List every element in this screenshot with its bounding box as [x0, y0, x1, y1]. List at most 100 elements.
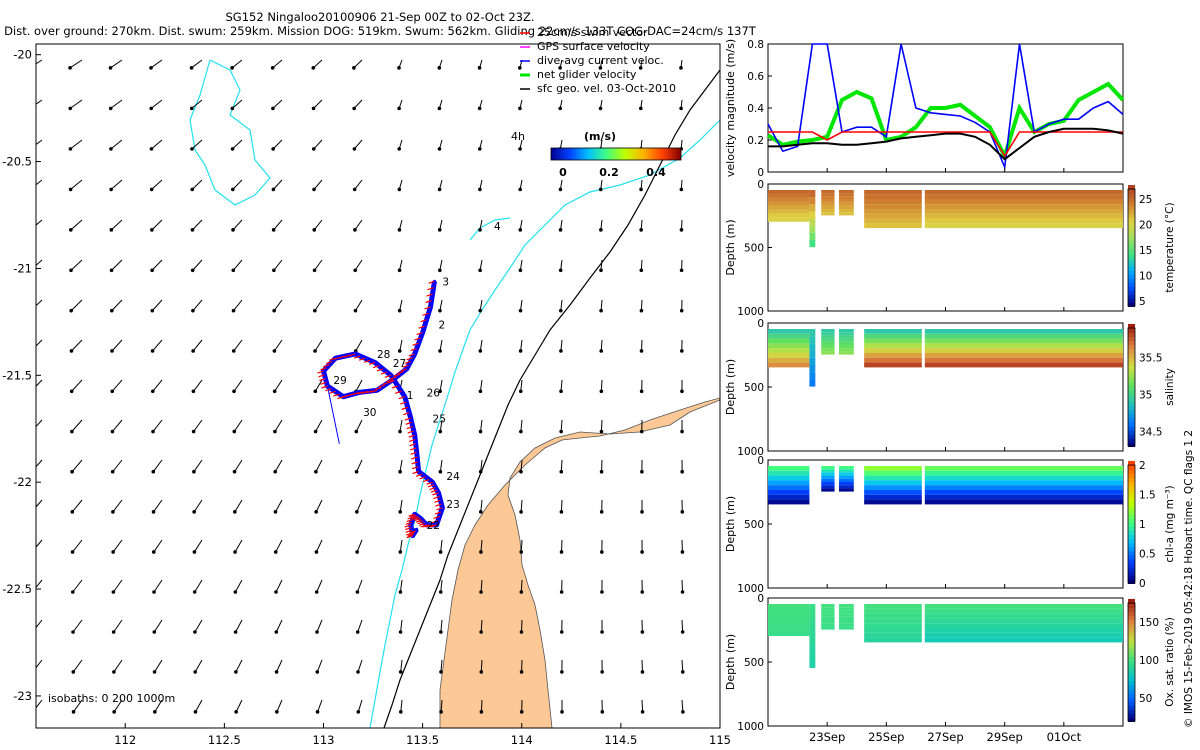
- arrow-shaft: [36, 379, 43, 387]
- arrow-head: [311, 106, 316, 111]
- arrow-head: [559, 590, 564, 594]
- arrow-shaft: [70, 139, 83, 150]
- arrow-head: [69, 389, 74, 394]
- panel-colorbar-cell: [1128, 293, 1135, 299]
- arrow-head: [273, 469, 277, 474]
- arrow-shaft: [315, 499, 323, 513]
- panel-colorbar-tick: 20: [1139, 220, 1152, 232]
- panel-xtick-label: 27Sep: [927, 730, 963, 744]
- panel-colorbar-cell: [1128, 655, 1135, 661]
- panel-colorbar-cell: [1128, 688, 1135, 694]
- swim-vector-tick: [429, 486, 436, 491]
- swim-vector-tick: [372, 365, 380, 369]
- panel-colorbar-cell: [1128, 611, 1135, 617]
- panel-colorbar-frame: [1127, 327, 1136, 447]
- arrow-shaft: [355, 339, 363, 352]
- geo-velocity-arrow: [111, 539, 123, 554]
- profile-cell: [821, 485, 835, 489]
- profile-cell: [768, 193, 810, 198]
- arrow-head: [560, 670, 564, 674]
- swim-vector-tick: [420, 524, 427, 528]
- track-day-label: 30: [363, 407, 376, 419]
- arrow-shaft: [440, 619, 443, 633]
- arrow-shaft: [153, 619, 163, 633]
- swim-vector-tick: [318, 374, 325, 378]
- geo-velocity-arrow: [640, 699, 645, 714]
- arrow-head: [680, 630, 685, 634]
- swim-vector-tick: [422, 478, 430, 483]
- arrow-shaft: [520, 499, 523, 512]
- arrow-shaft: [274, 419, 283, 432]
- profile-cell: [809, 232, 816, 241]
- arrow-head: [639, 308, 644, 313]
- geo-velocity-arrow: [478, 339, 483, 353]
- arrow-head: [519, 710, 524, 714]
- panel-colorbar-cell: [1128, 696, 1135, 702]
- geo-velocity-arrow: [398, 459, 403, 474]
- panel-colorbar-cell: [1128, 692, 1135, 698]
- arrow-head: [232, 429, 237, 434]
- geo-velocity-arrow: [518, 219, 523, 232]
- geo-velocity-arrow: [559, 579, 564, 594]
- profile-cell: [768, 490, 810, 495]
- arrow-head: [232, 389, 236, 394]
- arrow-head: [439, 670, 443, 674]
- arrow-head: [599, 510, 604, 514]
- swim-vector-tick: [412, 342, 419, 346]
- arrow-shaft: [313, 179, 323, 190]
- panel-colorbar-cell: [1128, 651, 1135, 657]
- swim-vector-tick: [321, 385, 328, 389]
- arrow-head: [110, 389, 115, 394]
- geo-velocity-arrow: [109, 259, 123, 273]
- arrow-head: [70, 469, 74, 474]
- arrow-head: [109, 147, 113, 151]
- geo-velocity-arrow: [518, 99, 523, 111]
- geo-velocity-arrow: [519, 619, 524, 634]
- swim-vector-tick: [409, 530, 416, 534]
- swim-vector-tick: [378, 384, 386, 388]
- swim-vector-tick: [358, 357, 366, 361]
- arrow-head: [192, 469, 196, 474]
- arrow-head: [71, 710, 76, 714]
- geo-velocity-arrow: [354, 459, 363, 474]
- profile-cell: [821, 205, 835, 210]
- geo-velocity-arrow: [231, 219, 243, 232]
- arrow-head: [560, 710, 564, 714]
- arrow-head: [28, 66, 32, 70]
- geo-velocity-arrow: [600, 699, 605, 714]
- geo-velocity-arrow: [397, 259, 403, 273]
- swim-vector-tick: [407, 430, 414, 434]
- velocity-ytick-label: 0.6: [747, 71, 764, 83]
- map-ytick-label: -22: [13, 475, 32, 489]
- arrow-shaft: [191, 59, 203, 69]
- panel-ylabel: Depth (m): [724, 219, 737, 275]
- arrow-shaft: [36, 99, 43, 105]
- profile-cell: [839, 209, 854, 213]
- profile-cell: [821, 202, 835, 206]
- arrow-head: [680, 670, 685, 674]
- panel-colorbar-cell: [1128, 716, 1135, 722]
- panel-colorbar-frame: [1127, 188, 1136, 307]
- arrow-head: [234, 710, 238, 714]
- profile-cell: [809, 372, 816, 380]
- panel-colorbar-cell: [1128, 380, 1135, 386]
- panel-colorbar-cell: [1128, 668, 1135, 674]
- arrow-head: [479, 510, 483, 514]
- profile-cell: [821, 607, 835, 611]
- arrow-shaft: [194, 659, 203, 673]
- profile-cell: [864, 333, 922, 339]
- geo-velocity-arrow: [36, 139, 43, 146]
- geo-velocity-arrow: [479, 699, 484, 714]
- arrow-head: [193, 630, 197, 634]
- profile-cell: [864, 628, 922, 633]
- panel-velocity: velocity magnitude (m/s) 0 0.2 0.4 0.6 0.8: [724, 39, 1125, 179]
- arrow-head: [679, 268, 684, 273]
- profile-cell: [924, 480, 1123, 486]
- geo-velocity-arrow: [680, 659, 685, 674]
- arrow-shaft: [152, 339, 163, 352]
- profile-cell: [821, 616, 835, 620]
- panel-colorbar-cell: [1128, 631, 1135, 637]
- geo-velocity-arrow: [559, 619, 564, 634]
- arrow-shaft: [440, 579, 443, 593]
